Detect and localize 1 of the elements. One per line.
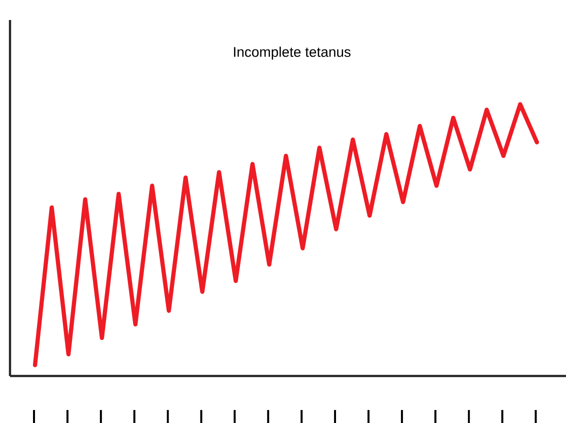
chart-title: Incomplete tetanus	[234, 46, 351, 60]
